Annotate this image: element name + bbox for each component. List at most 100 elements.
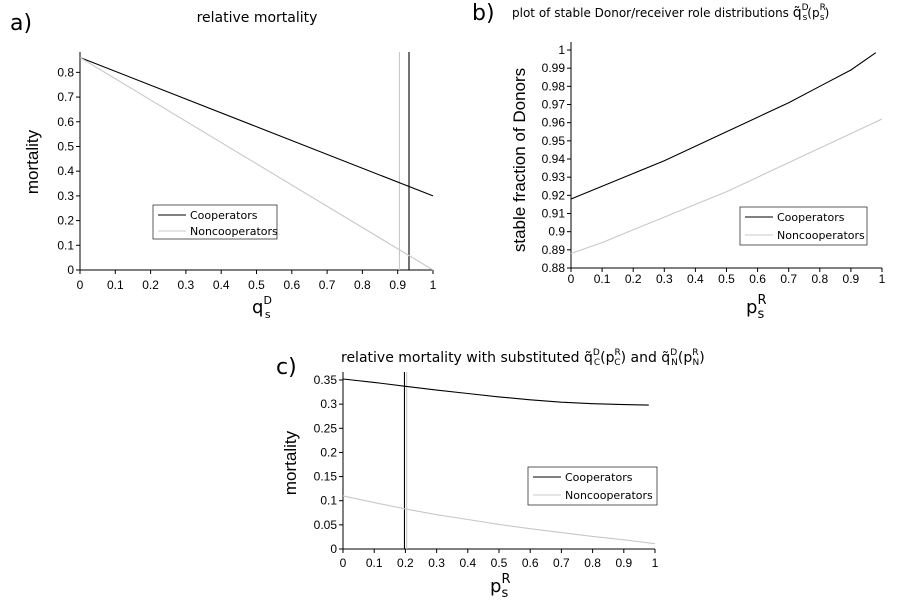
panel-a-y-tick-label: 0.6 xyxy=(57,115,74,129)
panel-a-plot-area xyxy=(79,52,434,271)
panel-c-axes: 0 0.1 0.2 0.3 0.4 0.5 0.6 0.7 0.8 0.9 1 0 0.05 0.1 0.1… xyxy=(314,372,659,570)
panel-a-y-tick-label: 0.7 xyxy=(57,90,74,104)
panel-b-y-tick-label: 0.93 xyxy=(542,170,566,184)
panel-b-y-tick-label: 0.98 xyxy=(542,79,566,93)
panel-b-x-tick-label: 0.2 xyxy=(625,272,642,286)
panel-b-x-tick-label: 0.1 xyxy=(594,272,611,286)
panel-a-letter: a) xyxy=(10,11,32,36)
panel-c-legend: Cooperators Noncooperators xyxy=(527,466,658,506)
panel-a-x-tick-label: 0.1 xyxy=(107,278,124,292)
panel-a-y-tick-label: 0.1 xyxy=(57,238,74,252)
panel-c-series-noncooperators xyxy=(342,495,656,545)
panel-a-legend-label-cooperators: Cooperators xyxy=(190,209,258,222)
panel-a-y-tick-label: 0.8 xyxy=(57,65,74,79)
panel-b-y-tick-label: 0.9 xyxy=(548,225,565,239)
panel-b-y-tick-label: 0.95 xyxy=(542,134,566,148)
panel-b-ylabel: stable fraction of Donors xyxy=(510,68,529,252)
panel-a-y-tick-label: 0.2 xyxy=(57,214,74,228)
panel-c-y-tick-label: 0.05 xyxy=(314,518,338,532)
panel-a-title: relative mortality xyxy=(197,10,318,26)
panel-b-y-tick-label: 0.99 xyxy=(542,61,566,75)
panel-a-axes: 0 0.1 0.2 0.3 0.4 0.5 0.6 0.7 0.8 0.9 1 0 0.1 0.2 0.3 0… xyxy=(57,52,437,292)
panel-b-x-tick-label: 1 xyxy=(879,272,886,286)
panel-b-xlabel: pR s xyxy=(746,293,766,322)
panel-a-x-tick-label: 0.8 xyxy=(354,278,371,292)
panel-c-title: relative mortality with substituted q̃D C… xyxy=(341,348,705,368)
panel-c-x-tick-label: 0.1 xyxy=(366,556,383,570)
panel-a-x-tick-label: 0.5 xyxy=(248,278,265,292)
panel-c-x-tick-label: 0.7 xyxy=(553,556,570,570)
panel-a-legend-label-noncooperators: Noncooperators xyxy=(190,225,278,238)
panel-b-y-tick-label: 0.97 xyxy=(542,98,566,112)
panel-c-y-tick-label: 0.1 xyxy=(320,494,337,508)
panel-b-title: plot of stable Donor/receiver role distr… xyxy=(512,3,829,23)
panel-c-y-tick-label: 0.2 xyxy=(320,445,337,459)
panel-a-y-tick-label: 0.3 xyxy=(57,189,74,203)
panel-b-y-tick-label: 0.94 xyxy=(542,152,566,166)
panel-b-x-tick-label: 0 xyxy=(568,272,575,286)
panel-a-ylabel: mortality xyxy=(23,129,42,194)
panel-c-legend-box xyxy=(527,466,658,506)
panel-b-legend-label-noncooperators: Noncooperators xyxy=(777,229,865,242)
panel-c-plot-area xyxy=(342,372,656,549)
panel-a-legend-box xyxy=(152,204,278,240)
panel-b-x-tick-label: 0.9 xyxy=(843,272,860,286)
panel-c-x-tick-label: 0.4 xyxy=(459,556,476,570)
panel-b-x-tick-label: 0.6 xyxy=(749,272,766,286)
panel-a-x-tick-label: 0.7 xyxy=(319,278,336,292)
panel-b-x-tick-label: 0.3 xyxy=(656,272,673,286)
panel-c-y-tick-label: 0.3 xyxy=(320,397,337,411)
panel-b-y-tick-label: 0.89 xyxy=(542,243,566,257)
panel-a-x-tick-label: 1 xyxy=(430,278,437,292)
panel-a-y-tick-label: 0.5 xyxy=(57,139,74,153)
panel-b-axes: 0 0.1 0.2 0.3 0.4 0.5 0.6 0.7 0.8 0.9 10.880.890.9… xyxy=(542,42,886,286)
panel-c-x-tick-label: 0.3 xyxy=(428,556,445,570)
panel-b: b) plot of stable Donor/receiver role di… xyxy=(472,1,886,322)
panel-c-x-tick-label: 0.9 xyxy=(615,556,632,570)
panel-a-y-tick-label: 0 xyxy=(67,263,74,277)
panel-a-x-tick-label: 0.3 xyxy=(178,278,195,292)
panel-a-xlabel: qD s xyxy=(252,294,272,321)
panel-a-x-tick-label: 0.4 xyxy=(213,278,230,292)
panel-b-y-tick-label: 0.92 xyxy=(542,188,566,202)
panel-c-x-tick-label: 1 xyxy=(652,556,659,570)
panel-b-plot-area xyxy=(570,52,883,255)
panel-a-legend: Cooperators Noncooperators xyxy=(152,204,278,240)
panel-b-legend: Cooperators Noncooperators xyxy=(739,206,868,246)
panel-b-y-tick-label: 0.88 xyxy=(542,261,566,275)
panel-c-y-tick-label: 0.15 xyxy=(314,470,338,484)
panel-a-series-cooperators xyxy=(79,56,434,197)
panel-a-x-tick-label: 0.9 xyxy=(389,278,406,292)
panel-a-x-tick-label: 0 xyxy=(77,278,84,292)
panel-a-y-tick-label: 0.4 xyxy=(57,164,74,178)
panel-c: c) relative mortality with substituted q… xyxy=(276,348,705,601)
panel-c-x-tick-label: 0.8 xyxy=(584,556,601,570)
panel-c-letter: c) xyxy=(276,355,297,380)
panel-c-x-tick-label: 0.2 xyxy=(397,556,414,570)
panel-a-x-tick-label: 0.2 xyxy=(142,278,159,292)
panel-a-series-noncooperators xyxy=(79,57,434,271)
panel-c-x-tick-label: 0.5 xyxy=(491,556,508,570)
panel-b-x-tick-label: 0.5 xyxy=(718,272,735,286)
panel-c-series-cooperators xyxy=(342,378,649,406)
panel-b-x-tick-label: 0.4 xyxy=(687,272,704,286)
panel-b-letter: b) xyxy=(472,1,495,26)
panel-a: a) relative mortality mortality qD s 0 0.1… xyxy=(10,10,437,321)
panel-c-ylabel: mortality xyxy=(281,430,300,495)
panel-c-legend-label-cooperators: Cooperators xyxy=(565,471,633,484)
panel-c-y-tick-label: 0.35 xyxy=(314,373,338,387)
panel-c-x-tick-label: 0.6 xyxy=(522,556,539,570)
panel-b-legend-box xyxy=(739,206,868,246)
panel-c-y-tick-label: 0.25 xyxy=(314,421,338,435)
panel-c-y-tick-label: 0 xyxy=(330,542,337,556)
panel-b-legend-label-cooperators: Cooperators xyxy=(777,211,845,224)
panel-c-xlabel: pR s xyxy=(490,572,510,601)
panel-c-x-tick-label: 0 xyxy=(340,556,347,570)
panel-c-legend-label-noncooperators: Noncooperators xyxy=(565,489,653,502)
panel-b-y-tick-label: 1 xyxy=(558,43,565,57)
panel-b-y-tick-label: 0.96 xyxy=(542,116,566,130)
panel-b-y-tick-label: 0.91 xyxy=(542,207,566,221)
panel-b-series-noncooperators xyxy=(570,118,883,255)
panel-a-x-tick-label: 0.6 xyxy=(283,278,300,292)
